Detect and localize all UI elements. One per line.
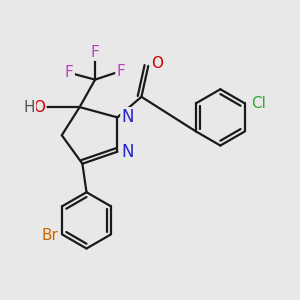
Text: O: O (33, 100, 45, 115)
Text: N: N (122, 108, 134, 126)
Text: N: N (122, 143, 134, 161)
Text: F: F (116, 64, 125, 79)
Text: F: F (65, 65, 74, 80)
Text: F: F (91, 45, 100, 60)
Text: H: H (23, 100, 35, 115)
Text: O: O (151, 56, 163, 71)
Text: Cl: Cl (251, 96, 266, 111)
Text: Br: Br (42, 228, 59, 243)
